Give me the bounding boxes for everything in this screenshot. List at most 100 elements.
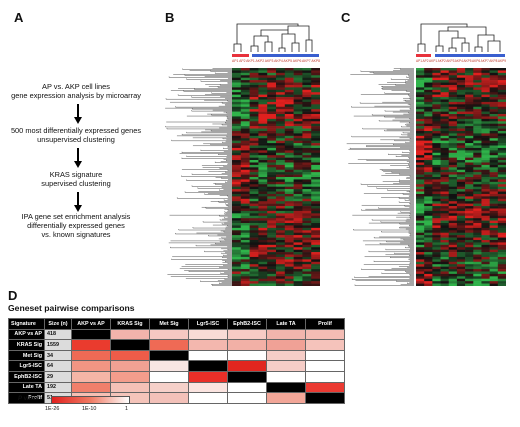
heatmap-cell <box>465 130 474 134</box>
heatmap-cell <box>302 220 312 224</box>
heatmap-cell <box>276 281 286 284</box>
heatmap-cell <box>258 213 268 217</box>
heatmap-cell <box>497 227 506 231</box>
heatmap-cell <box>416 140 425 144</box>
heatmap-cell <box>302 223 312 226</box>
heatmap-cell <box>302 179 312 183</box>
heatmap-cell <box>311 99 320 103</box>
pvalue-cell <box>188 370 228 383</box>
heatmap-cell <box>416 169 425 173</box>
heatmap-cell <box>497 106 506 110</box>
heatmap-cell <box>448 138 458 141</box>
heatmap-cell <box>249 256 259 260</box>
heatmap-cell <box>311 160 320 163</box>
heatmap-cell <box>448 147 458 151</box>
heatmap-cell <box>440 130 450 134</box>
heatmap-cell <box>481 186 490 190</box>
heatmap-cell <box>232 169 242 173</box>
heatmap-cell <box>473 133 482 137</box>
heatmap-cell <box>424 269 433 272</box>
heatmap-cell <box>448 186 458 190</box>
heatmap-cell <box>232 118 242 122</box>
heatmap-cell <box>249 244 259 248</box>
heatmap-cell <box>497 155 506 158</box>
heatmap-cell <box>432 203 441 207</box>
heatmap-cell <box>258 225 268 229</box>
heatmap-cell <box>249 206 259 209</box>
heatmap-cell <box>240 252 250 255</box>
flow-step-line: 500 most differentially expressed genes <box>10 126 142 135</box>
heatmap-cell <box>456 269 466 272</box>
heatmap-cell <box>240 77 250 81</box>
heatmap-cell <box>424 123 433 127</box>
heatmap-cell <box>293 123 303 127</box>
heatmap-cell <box>293 266 303 270</box>
heatmap-cell <box>302 186 312 190</box>
heatmap-cell <box>267 196 277 200</box>
heatmap-cell <box>311 239 320 243</box>
heatmap-cell <box>432 273 441 277</box>
heatmap-cell <box>240 92 250 95</box>
heatmap-cell <box>293 164 303 168</box>
heatmap-cell <box>497 72 506 76</box>
heatmap-cell <box>416 97 425 100</box>
heatmap-cell <box>481 259 490 263</box>
heatmap-cell <box>465 140 474 144</box>
column-header: EphB2-ISC <box>227 318 267 330</box>
heatmap-cell <box>440 68 450 71</box>
heatmap-cell <box>267 121 277 125</box>
heatmap-cell <box>465 150 474 154</box>
heatmap-cell <box>267 230 277 234</box>
heatmap-cell <box>432 106 441 110</box>
heatmap-cell <box>465 269 474 272</box>
heatmap-cell <box>302 189 312 192</box>
heatmap-cell <box>267 218 277 221</box>
heatmap-cell <box>240 94 250 98</box>
heatmap-cell <box>276 157 286 161</box>
heatmap-cell <box>424 75 433 78</box>
heatmap-cell <box>240 225 250 229</box>
heatmap-cell <box>416 99 425 103</box>
heatmap-cell <box>440 75 450 78</box>
heatmap-cell <box>432 220 441 224</box>
heatmap-cell <box>440 189 450 192</box>
heatmap-cell <box>448 84 458 88</box>
heatmap-cell <box>249 242 259 246</box>
heatmap-cell <box>258 252 268 255</box>
sample-label: AKP7 <box>480 59 489 63</box>
heatmap-cell <box>240 237 250 241</box>
heatmap-cell <box>440 155 450 158</box>
heatmap-cell <box>267 172 277 175</box>
heatmap-cell <box>249 254 259 258</box>
heatmap-cell <box>416 94 425 98</box>
heatmap-cell <box>489 213 499 217</box>
heatmap-cell <box>497 264 506 267</box>
heatmap-cell <box>473 269 482 272</box>
heatmap-cell <box>465 215 474 219</box>
heatmap-cell <box>432 256 441 260</box>
heatmap-cell <box>258 266 268 270</box>
heatmap-cell <box>465 133 474 137</box>
heatmap-cell <box>284 145 294 149</box>
heatmap-cell <box>284 177 294 180</box>
heatmap-cell <box>240 70 250 74</box>
heatmap-cell <box>232 227 242 231</box>
heatmap-cell <box>416 109 425 112</box>
heatmap-cell <box>284 181 294 185</box>
heatmap-cell <box>497 111 506 115</box>
heatmap-cell <box>293 145 303 149</box>
heatmap-cell <box>424 227 433 231</box>
heatmap-cell <box>258 169 268 173</box>
heatmap-cell <box>473 189 482 192</box>
heatmap-cell <box>249 143 259 146</box>
panel-c-letter: C <box>341 10 351 25</box>
heatmap-cell <box>276 225 286 229</box>
heatmap-cell <box>432 82 441 86</box>
heatmap-cell <box>473 201 482 204</box>
heatmap-cell <box>465 155 474 158</box>
heatmap-cell <box>302 191 312 195</box>
heatmap-cell <box>311 230 320 234</box>
heatmap-cell <box>424 172 433 175</box>
heatmap-cell <box>456 244 466 248</box>
heatmap-cell <box>489 259 499 263</box>
